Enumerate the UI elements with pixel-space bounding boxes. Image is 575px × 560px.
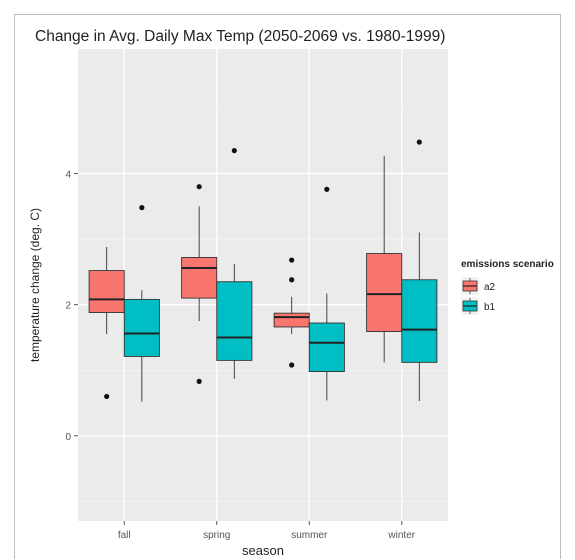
legend-label-a2: a2 bbox=[484, 282, 496, 293]
box-a2-spring bbox=[181, 257, 218, 299]
chart-title: Change in Avg. Daily Max Temp (2050-2069… bbox=[35, 28, 445, 45]
outlier-a2-fall bbox=[104, 393, 110, 400]
outlier-b1-fall bbox=[139, 205, 145, 211]
outlier-b1-spring bbox=[231, 148, 237, 154]
box-b1-spring bbox=[216, 281, 253, 361]
outlier-a2-spring bbox=[196, 378, 202, 384]
box-b1-winter bbox=[401, 279, 438, 363]
minor-gridlines bbox=[78, 107, 448, 502]
box-a2-fall bbox=[88, 270, 125, 313]
outlier-b1-winter bbox=[416, 139, 422, 145]
box-b1-fall bbox=[123, 298, 160, 357]
x-axis-ticks: fall spring summer winter bbox=[118, 521, 416, 541]
outlier-a2-summer bbox=[289, 277, 295, 283]
y-axis-label: temperature change (deg. C) bbox=[28, 208, 42, 362]
box-a2-summer bbox=[273, 312, 310, 328]
chart-frame: Change in Avg. Daily Max Temp (2050-2069… bbox=[14, 14, 561, 559]
box-b1-summer bbox=[308, 322, 345, 372]
y-tick-label: 0 bbox=[65, 432, 71, 443]
x-tick-label: winter bbox=[387, 530, 415, 541]
box-a2-winter bbox=[366, 253, 403, 332]
boxplot-chart: Change in Avg. Daily Max Temp (2050-2069… bbox=[28, 28, 554, 558]
x-axis-label: season bbox=[242, 543, 284, 558]
x-tick-label: summer bbox=[291, 530, 328, 541]
legend-title: emissions scenario bbox=[461, 259, 554, 270]
outlier-b1-summer bbox=[324, 186, 330, 192]
y-axis-ticks: 0 2 4 bbox=[65, 170, 78, 443]
x-tick-label: spring bbox=[203, 530, 230, 541]
legend: emissions scenario a2 b1 bbox=[461, 259, 554, 315]
outlier-a2-summer bbox=[289, 257, 295, 263]
outlier-a2-summer bbox=[289, 362, 295, 368]
outlier-a2-spring bbox=[196, 184, 202, 190]
y-tick-label: 2 bbox=[65, 301, 71, 312]
x-tick-label: fall bbox=[118, 530, 131, 541]
box-layer bbox=[88, 139, 438, 402]
y-tick-label: 4 bbox=[65, 170, 71, 181]
legend-label-b1: b1 bbox=[484, 302, 496, 313]
